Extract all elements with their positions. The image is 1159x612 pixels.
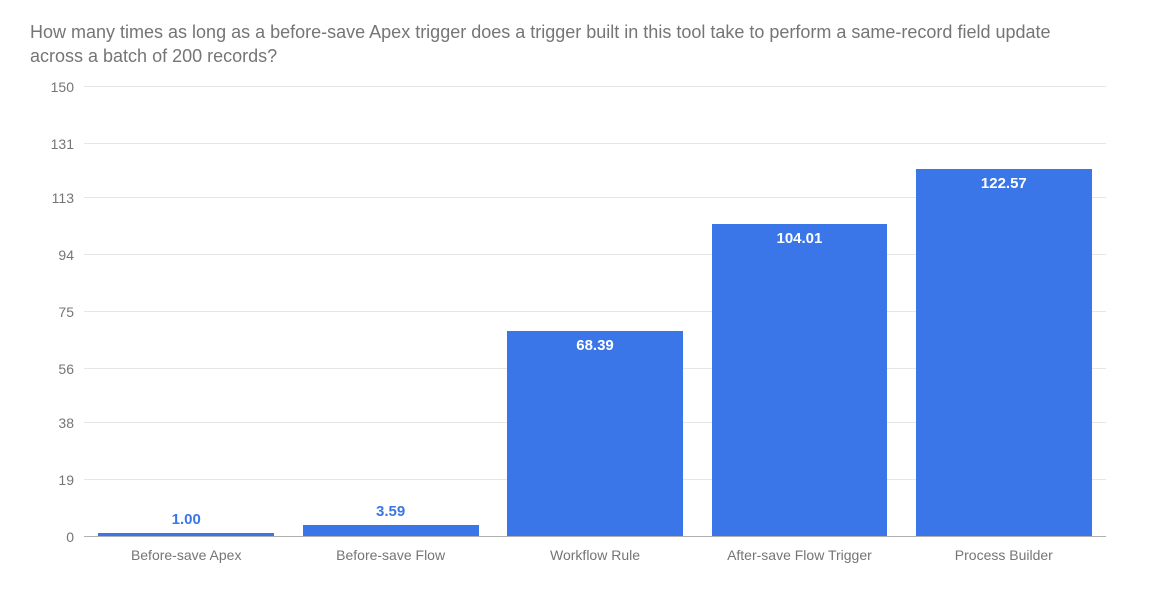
- y-tick-label: 0: [66, 529, 74, 545]
- bars-container: 1.00 3.59 68.39 104.01 122.57: [84, 87, 1106, 536]
- x-axis-labels: Before-save ApexBefore-save FlowWorkflow…: [84, 541, 1106, 567]
- bar-value-label: 68.39: [576, 337, 614, 354]
- bar-value-label: 122.57: [981, 175, 1027, 192]
- y-tick-label: 75: [58, 304, 74, 320]
- bar: 104.01: [712, 224, 888, 535]
- y-tick-label: 56: [58, 361, 74, 377]
- y-tick-label: 131: [51, 136, 74, 152]
- y-tick-label: 19: [58, 472, 74, 488]
- y-tick-label: 113: [52, 190, 74, 206]
- x-axis-label: Before-save Flow: [288, 541, 492, 567]
- y-tick-label: 38: [58, 415, 74, 431]
- chart-area: 01938567594113131150 1.003.5968.39104.01…: [36, 87, 1116, 567]
- bar-slot: 104.01: [697, 87, 901, 536]
- y-tick-label: 94: [58, 247, 74, 263]
- bar-value-label: 3.59: [376, 503, 405, 520]
- bar: 122.57: [916, 169, 1092, 536]
- bar: 68.39: [507, 331, 683, 536]
- chart-title: How many times as long as a before-save …: [30, 20, 1080, 69]
- bar-value-label: 1.00: [172, 511, 201, 528]
- x-axis-label: Process Builder: [902, 541, 1106, 567]
- x-axis-label: Workflow Rule: [493, 541, 697, 567]
- bar-slot: 1.00: [84, 87, 288, 536]
- bar-slot: 68.39: [493, 87, 697, 536]
- plot-area: 01938567594113131150 1.003.5968.39104.01…: [84, 87, 1106, 537]
- bar: 3.59: [303, 525, 479, 536]
- x-axis-label: Before-save Apex: [84, 541, 288, 567]
- bar-value-label: 104.01: [776, 230, 822, 247]
- x-axis-line: [84, 536, 1106, 537]
- x-axis-label: After-save Flow Trigger: [697, 541, 901, 567]
- bar-slot: 122.57: [902, 87, 1106, 536]
- bar-slot: 3.59: [288, 87, 492, 536]
- bar: 1.00: [98, 533, 274, 536]
- y-tick-label: 150: [51, 79, 74, 95]
